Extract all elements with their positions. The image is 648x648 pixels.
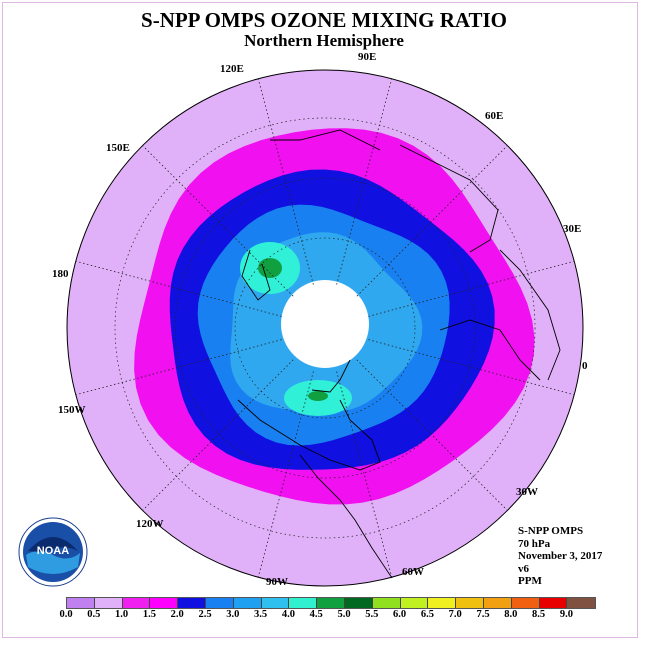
latitude-circle (174, 177, 476, 479)
colorbar-swatch (511, 598, 540, 608)
colorbar-tick-label: 3.0 (226, 609, 240, 620)
info-date: November 3, 2017 (518, 550, 603, 562)
page-subtitle: Northern Hemisphere (244, 31, 404, 50)
noaa-logo-text: NOAA (37, 545, 69, 557)
lon-label-0: 0 (582, 360, 588, 372)
colorbar-tick-label: 3.5 (254, 609, 268, 620)
colorbar-tick-label: 0.5 (87, 609, 101, 620)
coastline (311, 359, 351, 393)
colorbar-swatch (178, 598, 206, 608)
longitude-line (336, 371, 393, 578)
colorbar-swatch (344, 598, 373, 608)
colorbar-swatch (567, 598, 596, 608)
colorbar-swatch (261, 598, 290, 608)
colorbar-tick-label: 9.0 (559, 609, 573, 620)
coastline (241, 249, 271, 301)
lon-label-150e: 150E (106, 142, 130, 154)
info-units: PPM (518, 575, 542, 587)
longitude-line (336, 78, 393, 285)
colorbar-tick-label: 2.0 (170, 609, 184, 620)
lon-label-30e: 30E (563, 223, 582, 235)
colorbar-tick-label: 5.5 (365, 609, 379, 620)
colorbar-swatch (122, 598, 151, 608)
coastline (237, 399, 381, 471)
lon-label-90w: 90W (266, 576, 288, 588)
coastline (499, 249, 561, 381)
colorbar-tick-label: 7.0 (448, 609, 462, 620)
info-instrument: S-NPP OMPS (518, 525, 584, 537)
colorbar-swatch (400, 598, 429, 608)
lon-label-60w: 60W (402, 566, 424, 578)
colorbar-swatch (67, 598, 95, 608)
colorbar-tick-label: 2.5 (198, 609, 212, 620)
colorbar-ticks: 0.0 0.5 1.0 1.5 2.0 2.5 3.0 3.5 4.0 4.5 5.0 5.5 6.0 6… (59, 609, 586, 623)
longitude-line (75, 260, 282, 317)
lon-label-120e: 120E (220, 63, 244, 75)
colorbar-tick-label: 8.5 (532, 609, 546, 620)
colorbar-tick-label: 1.5 (142, 609, 156, 620)
colorbar (66, 597, 597, 609)
page-title: S-NPP OMPS OZONE MIXING RATIO (141, 8, 507, 32)
figure-frame (2, 2, 638, 638)
longitude-line (75, 339, 282, 396)
coastline (399, 144, 499, 253)
lon-label-150w: 150W (58, 404, 86, 416)
colorbar-tick-label: 6.5 (420, 609, 434, 620)
colorbar-swatch (317, 598, 345, 608)
coastline (270, 129, 381, 151)
colorbar-tick-label: 8.0 (504, 609, 518, 620)
colorbar-swatch (483, 598, 512, 608)
lon-label-30w: 30W (516, 486, 538, 498)
colorbar-swatch (150, 598, 179, 608)
latitude-circle (234, 237, 416, 419)
colorbar-tick-label: 0.0 (59, 609, 73, 620)
colorbar-swatch (289, 598, 318, 608)
longitude-line (368, 260, 575, 317)
longitude-line (257, 371, 314, 578)
colorbar-tick-label: 6.0 (393, 609, 407, 620)
colorbar-tick-label: 5.0 (337, 609, 351, 620)
info-version: v6 (518, 562, 529, 575)
colorbar-swatch (539, 598, 568, 608)
colorbar-swatch (94, 598, 123, 608)
longitude-line (257, 78, 314, 285)
colorbar-tick-label: 4.5 (309, 609, 323, 620)
coastline (299, 454, 393, 579)
lon-label-120w: 120W (136, 518, 164, 530)
info-block: S-NPP OMPS 70 hPa November 3, 2017 v6 PP… (518, 525, 602, 588)
colorbar-tick-label: 7.5 (476, 609, 490, 620)
colorbar-tick-label: 4.0 (281, 609, 295, 620)
noaa-logo: NOAA (18, 517, 88, 587)
ozone-contour-green-1 (258, 258, 282, 278)
colorbar-swatch (205, 598, 234, 608)
longitude-line (368, 339, 575, 396)
colorbar-swatch (233, 598, 262, 608)
colorbar-tick-label: 1.0 (115, 609, 129, 620)
lon-label-60e: 60E (485, 110, 504, 122)
colorbar-swatch (372, 598, 401, 608)
lon-label-180: 180 (52, 268, 69, 280)
info-pressure: 70 hPa (518, 537, 551, 550)
polar-no-data-region (281, 280, 369, 368)
ozone-contour-green-2 (308, 391, 328, 401)
lon-label-90e: 90E (358, 51, 377, 63)
latitude-circle (114, 117, 536, 539)
coastline (439, 319, 541, 381)
colorbar-swatch (456, 598, 484, 608)
colorbar-swatch (428, 598, 457, 608)
